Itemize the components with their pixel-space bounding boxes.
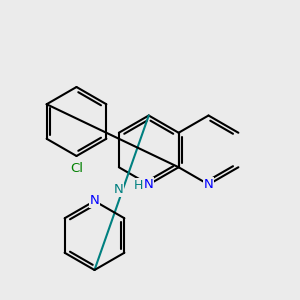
Text: N: N bbox=[204, 178, 213, 191]
Text: H: H bbox=[134, 179, 143, 192]
Text: N: N bbox=[90, 194, 99, 208]
Text: N: N bbox=[144, 178, 154, 191]
Text: N: N bbox=[114, 183, 124, 196]
Text: Cl: Cl bbox=[70, 161, 83, 175]
